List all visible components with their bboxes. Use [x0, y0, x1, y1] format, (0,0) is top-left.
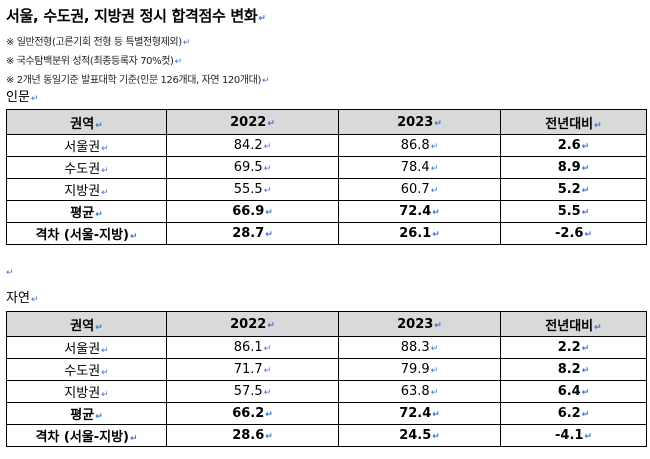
- header-region: 권역↵: [6, 311, 167, 337]
- value-2023-cell: 26.1↵: [338, 222, 501, 245]
- note-line-2: ※ 국수탐백분위 성적(최종등록자 70%컷)↵: [6, 56, 182, 67]
- header-2023: 2023↵: [338, 311, 501, 337]
- value-2023-cell: 88.3↵: [338, 336, 501, 359]
- change-cell: -2.6↵: [500, 222, 647, 245]
- value-2022-cell: 28.6↵: [166, 424, 339, 447]
- header-change: 전년대비↵: [500, 311, 647, 337]
- note-line-1: ※ 일반전형(고른기회 전형 등 특별전형제외)↵: [6, 37, 190, 48]
- region-cell: 격차 (서울-지방)↵: [6, 424, 167, 447]
- header-change: 전년대비↵: [500, 109, 647, 135]
- table-row: 서울권↵ 84.2↵ 86.8↵ 2.6↵: [6, 134, 647, 157]
- change-cell: 5.2↵: [500, 178, 647, 201]
- region-cell: 수도권↵: [6, 358, 167, 381]
- empty-paragraph-mark: ↵: [6, 268, 14, 278]
- section-natural-label: 자연↵: [6, 291, 39, 306]
- region-cell: 서울권↵: [6, 134, 167, 157]
- value-2022-cell: 66.9↵: [166, 200, 339, 223]
- change-cell: 8.9↵: [500, 156, 647, 179]
- gap-row: 격차 (서울-지방)↵ 28.7↵ 26.1↵ -2.6↵: [6, 222, 647, 245]
- table-row: 지방권↵ 55.5↵ 60.7↵ 5.2↵: [6, 178, 647, 201]
- value-2022-cell: 86.1↵: [166, 336, 339, 359]
- value-2022-cell: 71.7↵: [166, 358, 339, 381]
- region-cell: 격차 (서울-지방)↵: [6, 222, 167, 245]
- table-row: 지방권↵ 57.5↵ 63.8↵ 6.4↵: [6, 380, 647, 403]
- value-2023-cell: 24.5↵: [338, 424, 501, 447]
- change-cell: -4.1↵: [500, 424, 647, 447]
- value-2023-cell: 79.9↵: [338, 358, 501, 381]
- table-row: 수도권↵ 69.5↵ 78.4↵ 8.9↵: [6, 156, 647, 179]
- value-2022-cell: 55.5↵: [166, 178, 339, 201]
- region-cell: 지방권↵: [6, 178, 167, 201]
- region-cell: 서울권↵: [6, 336, 167, 359]
- table-row: 서울권↵ 86.1↵ 88.3↵ 2.2↵: [6, 336, 647, 359]
- region-cell: 수도권↵: [6, 156, 167, 179]
- document-title: 서울, 수도권, 지방권 정시 합격점수 변화↵: [6, 7, 266, 25]
- region-cell: 평균↵: [6, 402, 167, 425]
- change-cell: 6.4↵: [500, 380, 647, 403]
- average-row: 평균↵ 66.9↵ 72.4↵ 5.5↵: [6, 200, 647, 223]
- value-2023-cell: 60.7↵: [338, 178, 501, 201]
- value-2022-cell: 66.2↵: [166, 402, 339, 425]
- value-2022-cell: 28.7↵: [166, 222, 339, 245]
- section-humanities-label: 인문↵: [6, 90, 39, 105]
- value-2023-cell: 63.8↵: [338, 380, 501, 403]
- gap-row: 격차 (서울-지방)↵ 28.6↵ 24.5↵ -4.1↵: [6, 424, 647, 447]
- table-row: 수도권↵ 71.7↵ 79.9↵ 8.2↵: [6, 358, 647, 381]
- humanities-table: 권역↵ 2022↵ 2023↵ 전년대비↵ 서울권↵ 84.2↵ 86.8↵ 2…: [6, 109, 647, 245]
- value-2023-cell: 72.4↵: [338, 200, 501, 223]
- value-2022-cell: 84.2↵: [166, 134, 339, 157]
- value-2023-cell: 78.4↵: [338, 156, 501, 179]
- region-cell: 평균↵: [6, 200, 167, 223]
- change-cell: 5.5↵: [500, 200, 647, 223]
- change-cell: 6.2↵: [500, 402, 647, 425]
- value-2022-cell: 57.5↵: [166, 380, 339, 403]
- value-2023-cell: 86.8↵: [338, 134, 501, 157]
- change-cell: 8.2↵: [500, 358, 647, 381]
- table-header-row: 권역↵ 2022↵ 2023↵ 전년대비↵: [6, 109, 647, 135]
- value-2023-cell: 72.4↵: [338, 402, 501, 425]
- region-cell: 지방권↵: [6, 380, 167, 403]
- table-header-row: 권역↵ 2022↵ 2023↵ 전년대비↵: [6, 311, 647, 337]
- change-cell: 2.2↵: [500, 336, 647, 359]
- header-2023: 2023↵: [338, 109, 501, 135]
- header-2022: 2022↵: [166, 109, 339, 135]
- note-line-3: ※ 2개년 동일기준 발표대학 기준(인문 126개대, 자연 120개대)↵: [6, 75, 270, 86]
- header-region: 권역↵: [6, 109, 167, 135]
- average-row: 평균↵ 66.2↵ 72.4↵ 6.2↵: [6, 402, 647, 425]
- natural-table: 권역↵ 2022↵ 2023↵ 전년대비↵ 서울권↵ 86.1↵ 88.3↵ 2…: [6, 311, 647, 447]
- header-2022: 2022↵: [166, 311, 339, 337]
- change-cell: 2.6↵: [500, 134, 647, 157]
- value-2022-cell: 69.5↵: [166, 156, 339, 179]
